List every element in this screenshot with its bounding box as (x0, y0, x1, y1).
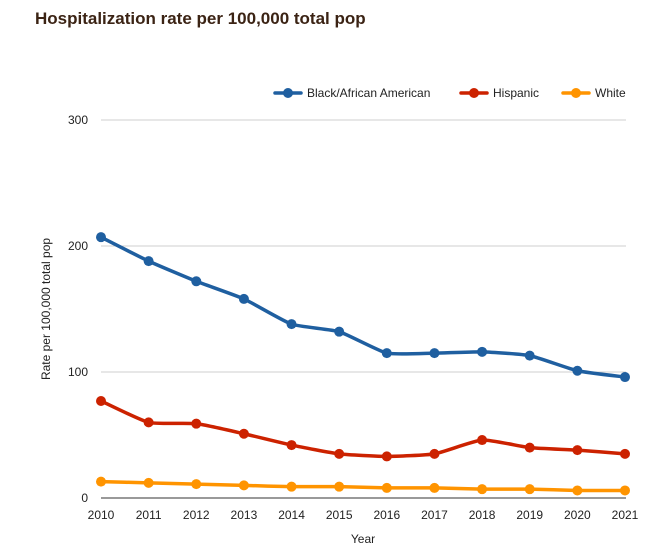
data-point (381, 348, 392, 359)
series-hispanic (96, 395, 630, 462)
x-tick-label: 2021 (612, 508, 639, 522)
data-point (381, 482, 392, 493)
series-white (96, 476, 630, 496)
data-point (524, 442, 535, 453)
legend-label: Hispanic (493, 86, 539, 100)
legend-item: Black/African American (273, 86, 430, 100)
legend-item: Hispanic (459, 86, 539, 100)
y-axis-ticks: 0 100 200 300 (68, 113, 88, 505)
data-point (477, 346, 488, 357)
x-axis-label: Year (351, 532, 375, 546)
data-point (524, 484, 535, 495)
x-tick-label: 2017 (421, 508, 448, 522)
data-point (96, 395, 106, 406)
data-point (334, 448, 345, 459)
data-point (96, 232, 106, 243)
data-point (238, 480, 249, 491)
legend-label: White (595, 86, 626, 100)
data-point (572, 445, 583, 456)
x-tick-label: 2020 (564, 508, 591, 522)
x-axis-ticks: 2010 2011 2012 2013 2014 2015 2016 2017 2018 2019… (88, 508, 639, 522)
legend-swatch-marker (469, 88, 479, 98)
data-point (334, 481, 345, 492)
y-tick-label: 200 (68, 239, 88, 253)
x-tick-label: 2012 (183, 508, 210, 522)
data-point (286, 481, 297, 492)
data-point (334, 326, 345, 337)
data-point (477, 435, 488, 446)
y-axis-label: Rate per 100,000 total pop (39, 238, 53, 380)
data-point (286, 440, 297, 451)
data-point (381, 451, 392, 462)
legend-item: White (561, 86, 626, 100)
x-tick-label: 2018 (469, 508, 496, 522)
legend-swatch-marker (283, 88, 293, 98)
x-tick-label: 2019 (516, 508, 543, 522)
series-black-african-american (96, 232, 630, 383)
data-point (620, 448, 630, 459)
data-point (96, 476, 106, 487)
data-point (620, 485, 630, 496)
x-tick-label: 2015 (326, 508, 353, 522)
legend-label: Black/African American (307, 86, 430, 100)
y-tick-label: 300 (68, 113, 88, 127)
data-point (572, 485, 583, 496)
legend: Black/African American Hispanic White (273, 86, 626, 100)
gridlines (101, 119, 626, 499)
data-point (477, 484, 488, 495)
series-line (99, 479, 627, 493)
data-point (524, 350, 535, 361)
y-tick-label: 100 (68, 365, 88, 379)
data-point (191, 479, 202, 490)
data-point (572, 365, 583, 376)
chart-title: Hospitalization rate per 100,000 total p… (35, 9, 366, 28)
data-point (191, 276, 202, 287)
data-point (238, 428, 249, 439)
series-line (99, 399, 627, 459)
data-point (620, 372, 630, 383)
y-tick-label: 0 (81, 491, 88, 505)
data-point (429, 448, 440, 459)
series-line (99, 235, 627, 379)
data-point (191, 418, 202, 429)
data-point (429, 482, 440, 493)
legend-swatch-marker (571, 88, 581, 98)
data-point (143, 477, 154, 488)
data-point (429, 348, 440, 359)
data-point (238, 293, 249, 304)
series-lines (96, 232, 630, 496)
data-point (143, 417, 154, 428)
x-tick-label: 2014 (278, 508, 305, 522)
data-point (286, 319, 297, 330)
x-tick-label: 2016 (373, 508, 400, 522)
x-tick-label: 2013 (231, 508, 258, 522)
x-tick-label: 2010 (88, 508, 115, 522)
x-tick-label: 2011 (136, 508, 162, 522)
data-point (143, 256, 154, 267)
